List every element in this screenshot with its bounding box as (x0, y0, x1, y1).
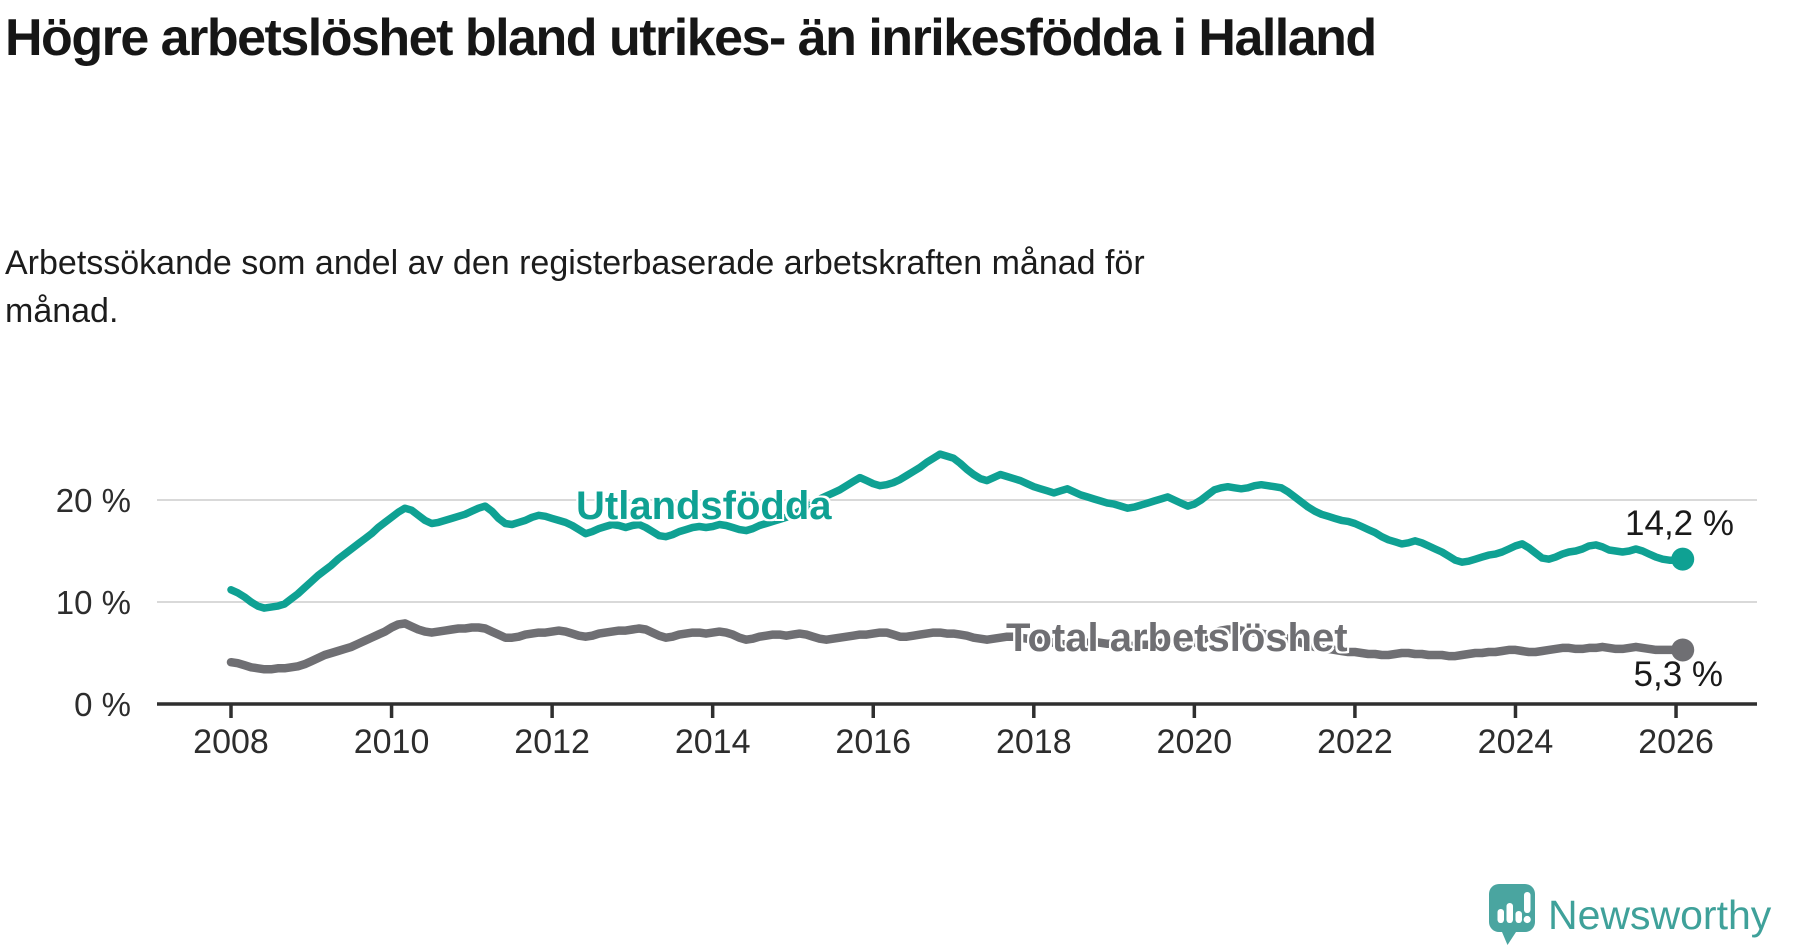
y-axis-tick-label: 20 % (56, 482, 131, 519)
end-value-label-total: 5,3 % (1633, 655, 1724, 694)
series-line-1 (226, 619, 1687, 674)
x-axis-tick-label: 2026 (1638, 723, 1714, 761)
page-subtitle: Arbetssökande som andel av den registerb… (5, 244, 1145, 330)
series-line-0 (227, 450, 1687, 612)
brand-name: Newsworthy (1548, 892, 1772, 938)
x-axis-tick-label: 2022 (1317, 723, 1393, 761)
series-label-utlandsfodda: Utlandsfödda (576, 484, 832, 528)
x-axis-tick-label: 2016 (835, 723, 911, 761)
x-axis-tick-label: 2024 (1478, 723, 1554, 761)
x-axis-tick-label: 2012 (514, 723, 590, 761)
x-axis-tick-label: 2008 (193, 723, 269, 761)
y-axis-tick-label: 0 % (74, 686, 131, 723)
newsworthy-bubble-chart-icon (1489, 884, 1535, 945)
newsworthy-logo: Newsworthy (1489, 884, 1771, 946)
page-title: Högre arbetslöshet bland utrikes- än inr… (5, 9, 1377, 67)
series-label-total: Total arbetslöshet (1006, 616, 1348, 660)
series-end-dot-0 (1671, 547, 1695, 571)
x-axis-tick-label: 2014 (675, 723, 751, 761)
x-axis-tick-label: 2020 (1157, 723, 1233, 761)
end-value-label-utlandsfodda: 14,2 % (1625, 504, 1734, 543)
x-axis-tick-label: 2010 (354, 723, 430, 761)
y-axis-tick-label: 10 % (56, 584, 131, 621)
x-axis-tick-label: 2018 (996, 723, 1072, 761)
series-end-dot-1 (1671, 638, 1695, 662)
